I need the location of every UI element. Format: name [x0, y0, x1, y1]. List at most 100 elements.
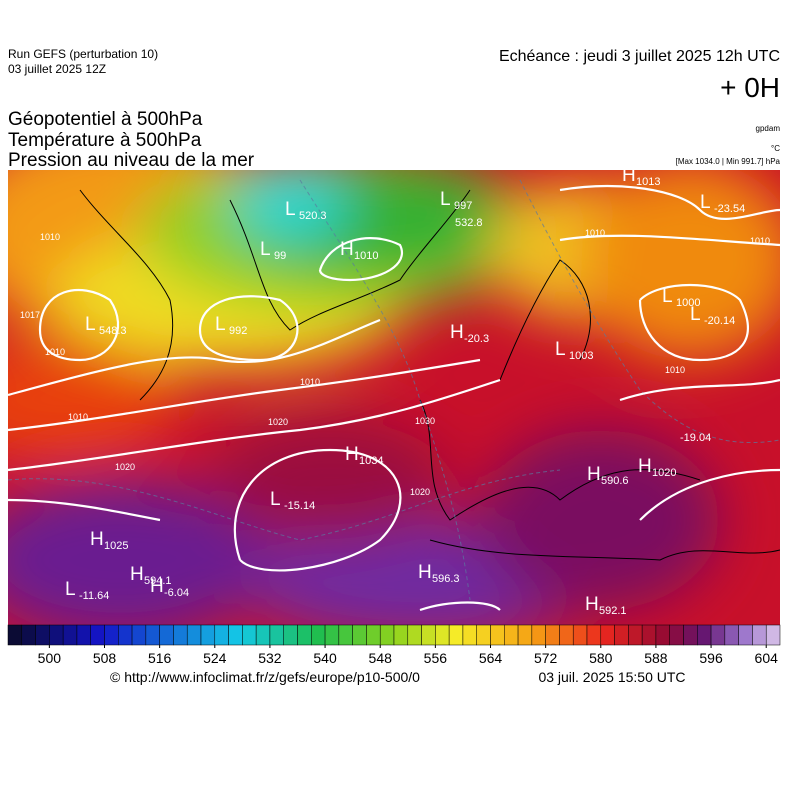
- system-letter: L: [690, 304, 701, 325]
- colorbar: 500 508 516 524 532 540 548 556 564 572 580 588 596 6…: [7, 624, 781, 666]
- isobar-label: 1020: [268, 417, 288, 427]
- colorbar-cell: [200, 624, 216, 646]
- system-value: -20.3: [464, 333, 489, 345]
- system-value: 548.3: [99, 325, 127, 337]
- colorbar-cell: [710, 624, 726, 646]
- colorbar-label: 588: [644, 650, 668, 666]
- colorbar-cell: [572, 624, 588, 646]
- colorbar-cell: [35, 624, 50, 646]
- colorbar-cell: [752, 624, 767, 646]
- valid-time: Echéance : jeudi 3 juillet 2025 12h UTC: [499, 48, 780, 65]
- colorbar-cell: [49, 624, 64, 646]
- colorbar-label: 556: [424, 650, 448, 666]
- unit: gpdam: [756, 124, 781, 133]
- system-letter: L: [285, 199, 296, 220]
- isobar-label: 1020: [115, 462, 135, 472]
- system-letter: L: [270, 489, 281, 510]
- field-shading: [8, 170, 780, 625]
- colorbar-cell: [338, 624, 353, 646]
- system-value: 1003: [569, 350, 593, 362]
- colorbar-label: 500: [38, 650, 62, 666]
- colorbar-cell: [738, 624, 753, 646]
- colorbar-label: 564: [479, 650, 503, 666]
- colorbar-label: 508: [93, 650, 117, 666]
- system-letter: L: [65, 579, 76, 600]
- colorbar-cell: [311, 624, 326, 646]
- colorbar-cell: [297, 624, 312, 646]
- title: Pression au niveau de la mer: [8, 150, 255, 171]
- system-value: 1013: [636, 176, 660, 188]
- system-letter: L: [440, 189, 451, 210]
- colorbar-cell: [559, 624, 574, 646]
- system-letter: H: [587, 464, 601, 485]
- run-label: Run GEFS (perturbation 10): [8, 47, 158, 61]
- colorbar-cell: [683, 624, 698, 646]
- colorbar-cell: [435, 624, 450, 646]
- system-letter: H: [90, 529, 104, 550]
- colorbar-label: 516: [148, 650, 172, 666]
- colorbar-label: 572: [534, 650, 558, 666]
- colorbar-cell: [366, 624, 381, 646]
- colorbar-cell: [104, 624, 119, 646]
- isobars: [8, 185, 780, 612]
- colorbar-label: 548: [369, 650, 393, 666]
- colorbar-label: 604: [755, 650, 779, 666]
- colorbar-label: 524: [203, 650, 227, 666]
- system-letter: H: [450, 322, 464, 343]
- temperature-isolines: [8, 179, 780, 601]
- colorbar-cell: [269, 624, 284, 646]
- system-letter: H: [150, 576, 164, 597]
- colorbar-label: 540: [313, 650, 337, 666]
- colorbar-cell: [600, 624, 615, 646]
- colorbar-cell: [379, 624, 395, 646]
- colorbar-label: 596: [699, 650, 723, 666]
- colorbar-cell: [255, 624, 271, 646]
- system-value: -15.14: [284, 500, 315, 512]
- isobar-label: 1010: [300, 377, 320, 387]
- system-value: 99: [274, 250, 286, 262]
- colorbar-label: 580: [589, 650, 613, 666]
- date: 03 juil. 2025 15:50 UTC: [538, 669, 685, 685]
- colorbar-cell: [131, 624, 147, 646]
- system-value: 532.8: [455, 217, 483, 229]
- colorbar-cell: [586, 624, 602, 646]
- colorbar-cell: [476, 624, 491, 646]
- isobar-label: 1010: [45, 347, 65, 357]
- colorbar-cell: [641, 624, 657, 646]
- system-value: -20.14: [704, 315, 735, 327]
- system-letter: H: [622, 165, 636, 186]
- system-value: 1000: [676, 297, 700, 309]
- system-value: 592.1: [599, 605, 627, 617]
- run-date: 03 juillet 2025 12Z: [8, 62, 106, 76]
- colorbar-cell: [448, 624, 464, 646]
- isobar-label: 1030: [415, 416, 435, 426]
- colorbar-cell: [490, 624, 505, 646]
- colorbar-cell: [283, 624, 298, 646]
- colorbar-cell: [393, 624, 409, 646]
- colorbar-cell: [90, 624, 105, 646]
- colorbar-cell: [21, 624, 36, 646]
- colorbar-cell: [242, 624, 257, 646]
- system-value: 992: [229, 325, 247, 337]
- system-value: 1034: [359, 455, 383, 467]
- colorbar-cell: [697, 624, 712, 646]
- colorbar-cell: [324, 624, 340, 646]
- colorbar-cell: [614, 624, 629, 646]
- colorbar-cell: [504, 624, 519, 646]
- isobar-label: 1010: [68, 412, 88, 422]
- system-letter: L: [555, 339, 566, 360]
- title: Température à 500hPa: [8, 130, 202, 151]
- colorbar-cell: [407, 624, 422, 646]
- colorbar-cell: [517, 624, 533, 646]
- system-value: -23.54: [714, 203, 745, 215]
- colorbar-cell: [173, 624, 188, 646]
- colorbar-cell: [7, 624, 23, 646]
- system-letter: L: [215, 314, 226, 335]
- source: © http://www.infoclimat.fr/z/gefs/europe…: [110, 669, 420, 685]
- system-value: 1020: [652, 467, 676, 479]
- system-letter: L: [260, 239, 271, 260]
- system-value: 1025: [104, 540, 128, 552]
